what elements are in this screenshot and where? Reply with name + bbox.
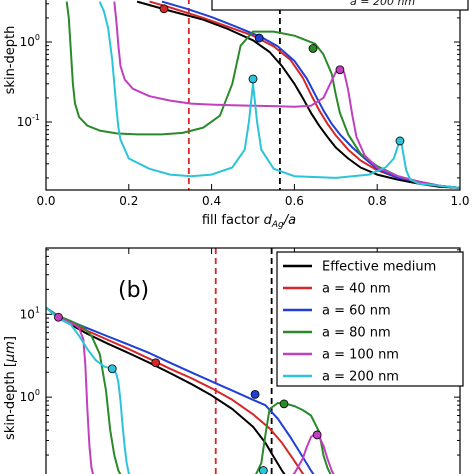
- panel-a-series-line-5: [98, 1, 460, 189]
- panel-b-y-tick-label: 101: [20, 305, 40, 321]
- panel-a-y-axis-label: skin-depth: [3, 26, 18, 95]
- panel-b-series-line-5: [46, 306, 131, 474]
- panel-b-y-axis-label: skin-depth [μm]: [3, 336, 18, 440]
- panel-a-axes-frame: [45, 0, 461, 191]
- panel-b-legend-box: [276, 251, 464, 387]
- panel-b-marker-5: [312, 430, 322, 440]
- panel-a-marker-5: [395, 136, 405, 146]
- panel-b-series-line-3: [46, 306, 332, 474]
- panel-a-marker-0: [159, 4, 169, 14]
- panel-a-marker-3: [335, 65, 345, 75]
- panel-b-legend-label: a = 200 nm: [322, 370, 399, 385]
- x-label-main: fill factor: [202, 213, 264, 228]
- panel-b-marker-4: [279, 399, 289, 409]
- panel-a-series-line-0: [136, 0, 460, 189]
- panel-b-series-line-0: [46, 306, 286, 474]
- panel-b-legend-label: a = 100 nm: [322, 348, 399, 363]
- panel-a-series-line-2: [161, 0, 460, 189]
- panel-a-x-tick-label: 0.8: [368, 194, 387, 208]
- panel-a-legend-partial: a = 200 nm: [350, 0, 415, 8]
- panel-a-x-tick-label: 0.2: [119, 194, 138, 208]
- panel-b-y-tick-label: 100: [20, 388, 40, 404]
- panel-b: 101 100 (b) skin-depth [μm] Effective med…: [3, 247, 464, 474]
- panel-b-series-line-4: [46, 306, 335, 474]
- panel-a-plot-area: [65, 0, 460, 190]
- panel-b-legend-label: a = 60 nm: [322, 304, 391, 319]
- x-label-tail: /a: [283, 213, 296, 228]
- panel-a-x-tick-label: 0.6: [285, 194, 304, 208]
- panel-a-series-line-3: [65, 1, 460, 189]
- panel-b-label: (b): [118, 278, 149, 303]
- panel-a-series-line-1: [149, 0, 460, 189]
- panel-a-y-ticks: 100 10-1: [17, 33, 40, 129]
- x-label-math: d: [264, 213, 273, 228]
- panel-a-x-tick-label: 0.4: [202, 194, 221, 208]
- panel-a-marker-4: [248, 74, 258, 84]
- panel-b-legend: Effective medium a = 40 nm a = 60 nm a = 80…: [276, 251, 464, 387]
- x-label-sub: Ag: [271, 220, 284, 230]
- panel-b-marker-1: [151, 358, 161, 368]
- panel-a-y-tick-label: 100: [20, 33, 40, 49]
- panel-b-marker-3: [250, 389, 260, 399]
- panel-b-plot-area: [46, 248, 335, 474]
- panel-a-y-tick-label: 10-1: [17, 113, 40, 129]
- panel-a-axes: [45, 0, 461, 191]
- panel-b-marker-2: [107, 364, 117, 374]
- panel-b-legend-label: a = 80 nm: [322, 326, 391, 341]
- panel-b-marker-6: [258, 466, 268, 474]
- panel-a-x-tick-label: 1.0: [450, 194, 469, 208]
- panel-a-legend: a = 200 nm: [211, 0, 469, 11]
- panel-b-legend-label: a = 40 nm: [322, 282, 391, 297]
- panel-a-series-line-4: [113, 1, 460, 189]
- panel-a: 0.0 0.2 0.4 0.6 0.8 1.0 100 10-1 a = 200 nm fi…: [3, 0, 470, 230]
- panel-b-y-ticks: 101 100: [20, 305, 40, 404]
- panel-a-x-tick-label: 0.0: [36, 194, 55, 208]
- panel-b-marker-0: [54, 312, 63, 322]
- panel-a-x-ticks: 0.0 0.2 0.4 0.6 0.8 1.0: [36, 184, 470, 208]
- panel-a-marker-1: [254, 33, 264, 43]
- panel-a-x-axis-label: fill factor dAg/a: [202, 213, 296, 230]
- panel-b-legend-label: Effective medium: [322, 260, 436, 275]
- panel-a-marker-2: [308, 44, 318, 53]
